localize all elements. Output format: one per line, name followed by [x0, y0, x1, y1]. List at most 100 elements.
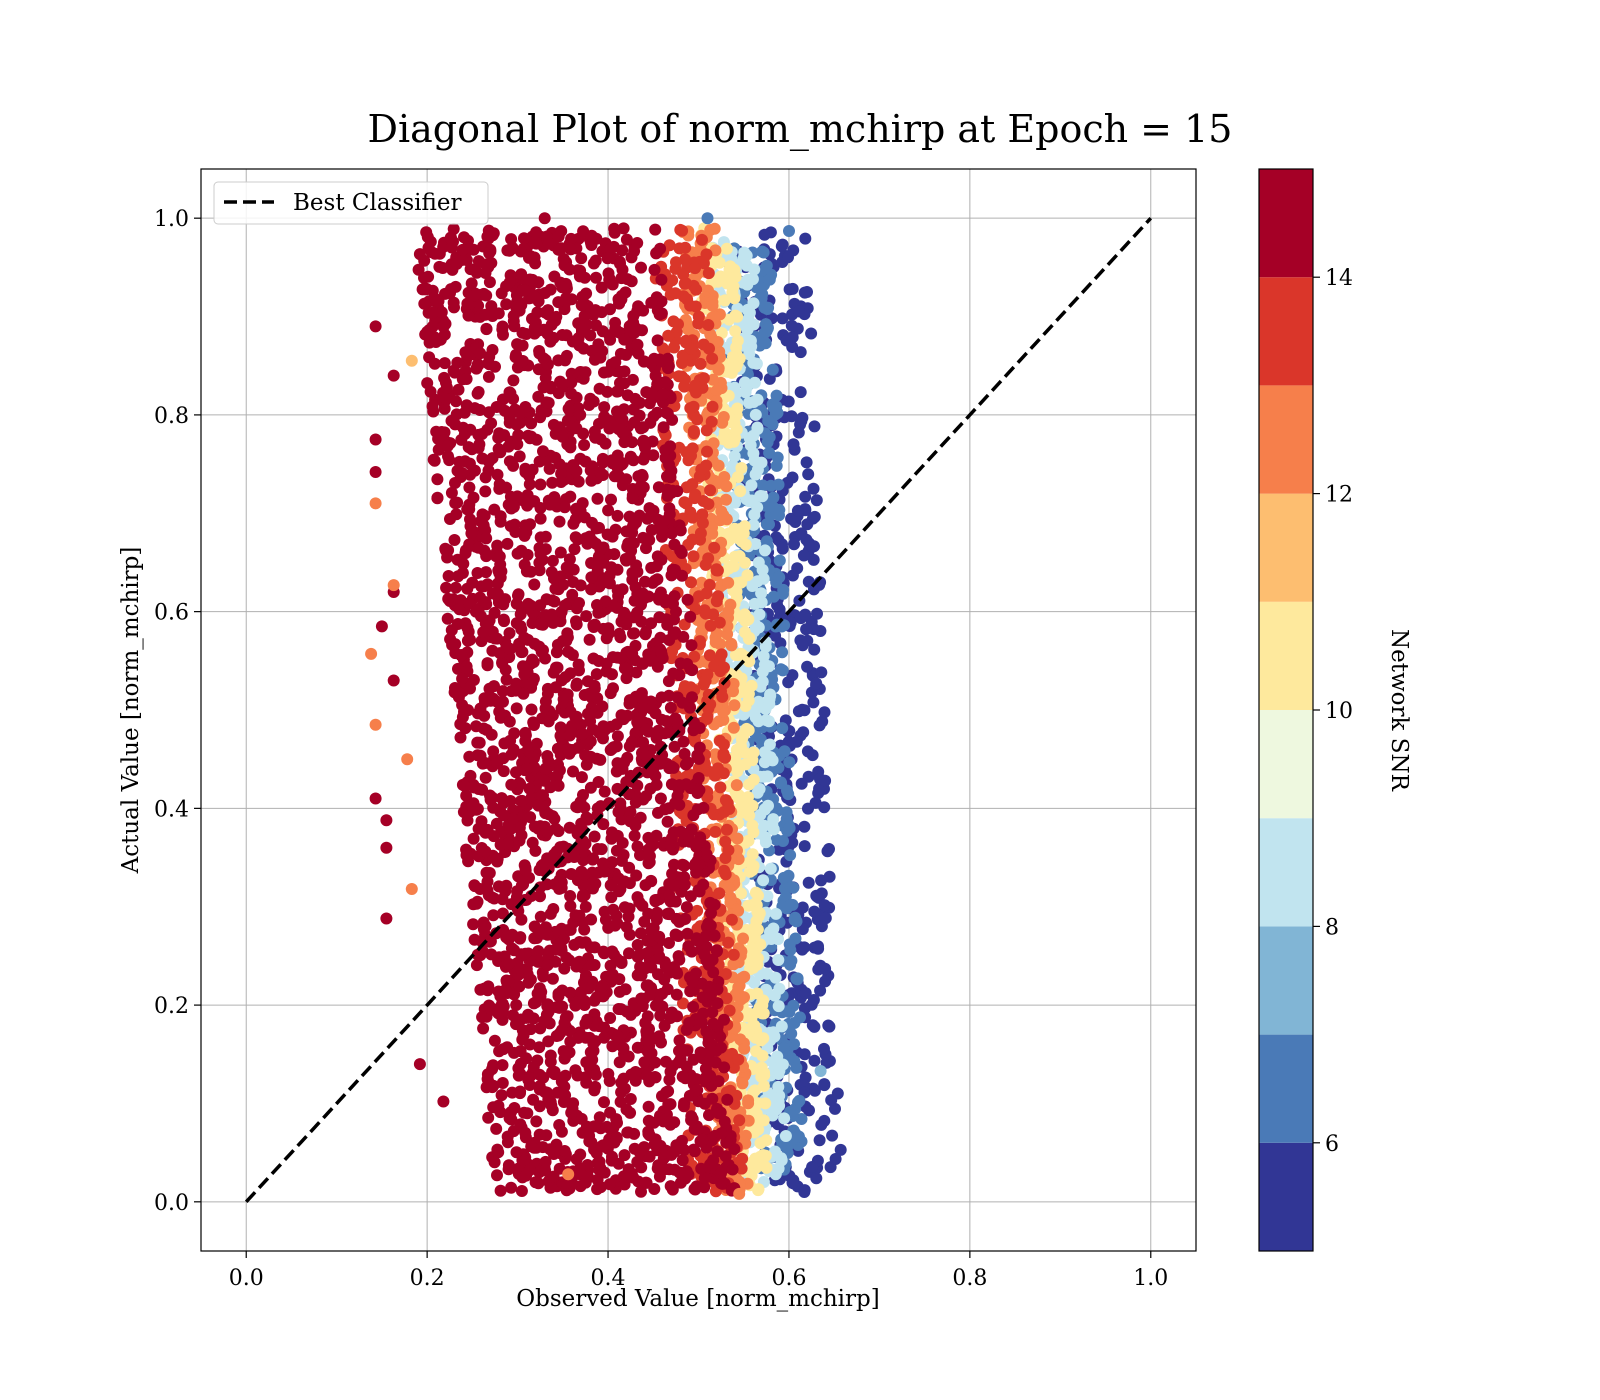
scatter-point [787, 438, 800, 451]
scatter-point [648, 263, 661, 276]
scatter-point [536, 553, 549, 566]
scatter-point [559, 599, 572, 612]
scatter-point [471, 707, 484, 720]
scatter-point [715, 1041, 727, 1054]
scatter-point [595, 306, 608, 319]
scatter-point [552, 1029, 565, 1042]
scatter-point [574, 452, 587, 465]
scatter-point [458, 705, 470, 718]
scatter-point [527, 1093, 540, 1106]
scatter-point [492, 307, 505, 320]
scatter-point [818, 1079, 831, 1092]
scatter-point [474, 591, 486, 604]
scatter-point [505, 778, 518, 791]
scatter-point [633, 396, 646, 409]
scatter-point [563, 746, 576, 759]
scatter-point [676, 569, 688, 582]
scatter-point [544, 1055, 557, 1068]
scatter-point [728, 699, 741, 712]
scatter-point [619, 983, 632, 996]
scatter-point [525, 703, 538, 716]
scatter-point [815, 666, 828, 679]
scatter-point [617, 222, 630, 235]
scatter-point [799, 987, 812, 1000]
scatter-point [712, 590, 725, 603]
scatter-point [467, 491, 480, 504]
scatter-point [763, 372, 776, 385]
scatter-point [734, 1033, 747, 1046]
scatter-point [570, 1153, 583, 1166]
scatter-point [542, 1005, 555, 1018]
scatter-point [799, 232, 812, 245]
scatter-point [543, 498, 556, 511]
scatter-point [795, 777, 808, 790]
scatter-point [554, 721, 567, 734]
scatter-point [630, 516, 642, 529]
scatter-point [500, 673, 513, 686]
scatter-point [663, 937, 675, 949]
scatter-point [686, 1113, 699, 1126]
scatter-point [547, 903, 560, 915]
scatter-point [632, 470, 645, 483]
scatter-point [654, 757, 667, 770]
scatter-point [603, 1178, 616, 1191]
scatter-point [605, 879, 618, 892]
scatter-point [431, 473, 444, 486]
scatter-point [826, 1129, 839, 1142]
scatter-point [748, 263, 761, 276]
scatter-point [591, 692, 604, 705]
scatter-point [814, 984, 827, 997]
scatter-point [487, 745, 500, 758]
scatter-point [500, 931, 513, 944]
scatter-point [671, 967, 684, 980]
scatter-point [533, 564, 546, 577]
scatter-point [643, 1129, 656, 1142]
scatter-point [673, 953, 686, 966]
scatter-point [546, 554, 559, 567]
scatter-point [741, 805, 754, 818]
scatter-point [737, 932, 749, 945]
scatter-point [604, 744, 617, 756]
scatter-point [514, 620, 527, 632]
scatter-point [735, 993, 748, 1006]
scatter-point [773, 571, 786, 584]
scatter-point [580, 287, 593, 300]
scatter-point [468, 880, 481, 893]
scatter-point [751, 905, 764, 918]
scatter-point [745, 679, 758, 692]
scatter-point [576, 728, 589, 740]
scatter-point [467, 918, 480, 931]
scatter-point [782, 251, 794, 264]
scatter-point [488, 606, 501, 619]
scatter-point [516, 646, 529, 658]
scatter-point [591, 1183, 604, 1196]
scatter-point [669, 796, 682, 809]
scatter-point [649, 1056, 662, 1069]
scatter-point [671, 1010, 683, 1023]
scatter-point [456, 466, 468, 479]
scatter-point [738, 520, 751, 533]
scatter-point [611, 1116, 623, 1129]
scatter-point [722, 605, 735, 618]
scatter-point [731, 832, 744, 845]
scatter-point [721, 1093, 734, 1106]
scatter-point [543, 462, 556, 475]
scatter-point [461, 297, 474, 310]
scatter-point [667, 667, 680, 680]
scatter-point [550, 661, 562, 674]
scatter-point [496, 1077, 509, 1089]
scatter-point [623, 740, 636, 753]
scatter-point [726, 286, 739, 299]
scatter-point [660, 715, 673, 728]
scatter-point [620, 920, 633, 933]
scatter-point [562, 402, 575, 415]
scatter-point [786, 331, 799, 344]
scatter-point [790, 735, 803, 748]
scatter-point [667, 315, 680, 328]
scatter-point [439, 542, 452, 555]
scatter-point [834, 1143, 847, 1156]
scatter-point [591, 843, 604, 855]
scatter-point [579, 1017, 592, 1030]
scatter-point [447, 223, 460, 235]
scatter-point [451, 356, 464, 369]
